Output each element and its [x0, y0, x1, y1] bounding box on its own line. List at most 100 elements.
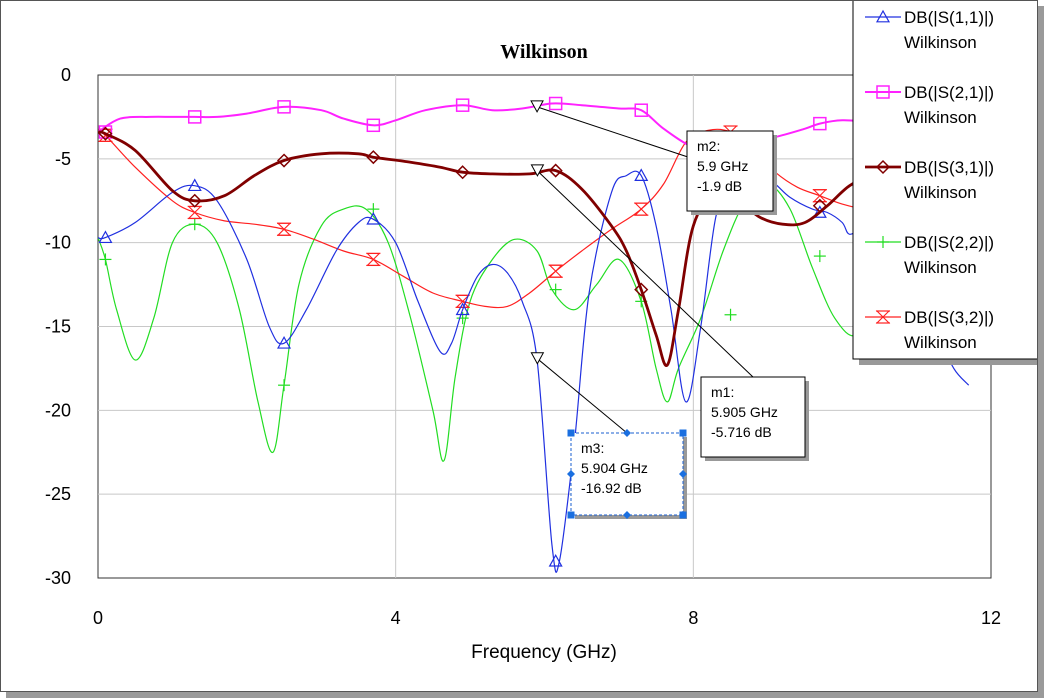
data-point-marker	[634, 282, 649, 297]
resize-handle[interactable]	[567, 429, 575, 437]
marker-frequency: 5.905 GHz	[711, 404, 778, 420]
y-tick-label: -15	[45, 317, 71, 337]
data-point-marker	[548, 163, 563, 178]
data-point-marker	[548, 96, 563, 111]
marker-point-icon	[530, 352, 545, 365]
legend-series-source: Wilkinson	[904, 333, 977, 352]
legend-series-name: DB(|S(2,1)|)	[904, 83, 994, 102]
data-point-marker	[812, 189, 828, 203]
grid	[98, 75, 991, 578]
x-tick-label: 8	[688, 608, 698, 628]
data-point-marker	[548, 553, 563, 567]
marker-box[interactable]	[686, 130, 774, 212]
data-point-marker	[278, 379, 291, 392]
y-tick-label: -5	[55, 149, 71, 169]
data-point-marker	[366, 118, 381, 133]
x-tick-label: 4	[391, 608, 401, 628]
resize-handle[interactable]	[623, 511, 631, 519]
marker-value: -1.9 dB	[697, 178, 742, 194]
x-axis-label: Frequency (GHz)	[471, 642, 617, 663]
data-point-marker	[187, 178, 202, 192]
series-4	[98, 183, 955, 462]
legend-entry[interactable]: DB(|S(2,2)|) Wilkinson	[865, 233, 994, 277]
legend-series-name: DB(|S(3,1)|)	[904, 158, 994, 177]
data-point-marker	[724, 308, 737, 321]
marker-point-icon	[530, 164, 545, 177]
y-tick-label: -30	[45, 568, 71, 588]
data-point-marker	[277, 336, 292, 349]
data-point-marker	[187, 193, 202, 208]
resize-handle[interactable]	[567, 511, 575, 519]
data-point-marker	[366, 150, 381, 165]
legend-entry[interactable]: DB(|S(3,1)|) Wilkinson	[865, 158, 994, 202]
data-point-marker	[634, 168, 649, 181]
data-point-marker	[813, 250, 826, 263]
y-tick-label: -25	[45, 484, 71, 504]
resize-handle[interactable]	[679, 511, 687, 519]
legend-series-name: DB(|S(1,1)|)	[904, 8, 994, 27]
resize-handle[interactable]	[679, 429, 687, 437]
y-tick-label: -10	[45, 233, 71, 253]
data-point-marker	[548, 264, 563, 278]
legend-swatch-marker	[877, 236, 889, 248]
data-point-marker	[99, 253, 112, 266]
marker-m2[interactable]: m2: 5.9 GHz -1.9 dB	[530, 100, 777, 215]
legend-series-source: Wilkinson	[904, 33, 977, 52]
data-point-marker	[98, 126, 113, 141]
legend-entry[interactable]: DB(|S(3,2)|) Wilkinson	[865, 308, 994, 352]
resize-handle[interactable]	[679, 470, 687, 478]
data-point-marker	[366, 252, 381, 267]
legend-entry[interactable]: DB(|S(2,1)|) Wilkinson	[865, 83, 994, 127]
series-3	[98, 126, 917, 367]
resize-handle[interactable]	[623, 429, 631, 437]
marker-frequency: 5.904 GHz	[581, 460, 648, 476]
data-point-marker	[366, 211, 381, 225]
marker-value: -16.92 dB	[581, 480, 642, 496]
data-point-marker	[455, 302, 470, 316]
series-line	[98, 183, 955, 462]
legend-series-source: Wilkinson	[904, 258, 977, 277]
marker-m3[interactable]: m3: 5.904 GHz -16.92 dB	[530, 352, 687, 519]
data-point-marker	[634, 103, 648, 117]
marker-name: m3:	[581, 440, 604, 456]
legend-swatch-marker	[875, 310, 891, 324]
x-tick-label: 12	[981, 608, 1001, 628]
marker-value: -5.716 dB	[711, 424, 772, 440]
data-point-marker	[276, 153, 292, 168]
legend-series-name: DB(|S(2,2)|)	[904, 233, 994, 252]
legend-box[interactable]	[852, 1, 1037, 360]
data-point-marker	[455, 165, 470, 180]
y-tick-label: -20	[45, 400, 71, 420]
resize-handle[interactable]	[567, 470, 575, 478]
data-point-marker	[813, 116, 827, 131]
chart-title: Wilkinson	[500, 41, 587, 63]
data-point-marker	[812, 205, 827, 218]
marker-point-icon	[530, 100, 544, 113]
curves	[98, 96, 970, 573]
marker-frequency: 5.9 GHz	[697, 158, 748, 174]
series-line	[98, 130, 887, 367]
y-tick-label: 0	[61, 65, 71, 85]
marker-leader-line	[537, 358, 628, 434]
legend-swatch-marker	[876, 85, 890, 99]
data-point-marker	[188, 218, 201, 231]
legend-series-name: DB(|S(3,2)|)	[904, 308, 994, 327]
legend-series-source: Wilkinson	[904, 108, 977, 127]
data-point-marker	[98, 230, 113, 244]
data-point-marker	[277, 100, 291, 114]
x-tick-label: 0	[93, 608, 103, 628]
chart-svg: Wilkinson 0 -5 -10 -15 -20 -25 -30 0 4 8 12 Frequ…	[45, 1, 1037, 663]
legend-entry[interactable]: DB(|S(1,1)|) Wilkinson	[865, 8, 994, 52]
series-line	[98, 102, 910, 150]
marker-m1[interactable]: m1: 5.905 GHz -5.716 dB	[530, 164, 809, 461]
legend-series-source: Wilkinson	[904, 183, 977, 202]
data-point-marker	[549, 283, 562, 296]
marker-annotations[interactable]: m2: 5.9 GHz -1.9 dB m1: 5.905 GHz -5.716 dB m3…	[530, 100, 809, 519]
legend-swatch-marker	[875, 159, 891, 175]
marker-box[interactable]	[700, 376, 806, 458]
data-point-marker	[455, 98, 470, 112]
data-point-marker	[187, 110, 202, 124]
legend[interactable]: DB(|S(1,1)|) Wilkinson DB(|S(2,1)|) Wilkins…	[852, 1, 1037, 365]
x-axis-ticks: 0 4 8 12	[93, 608, 1001, 628]
